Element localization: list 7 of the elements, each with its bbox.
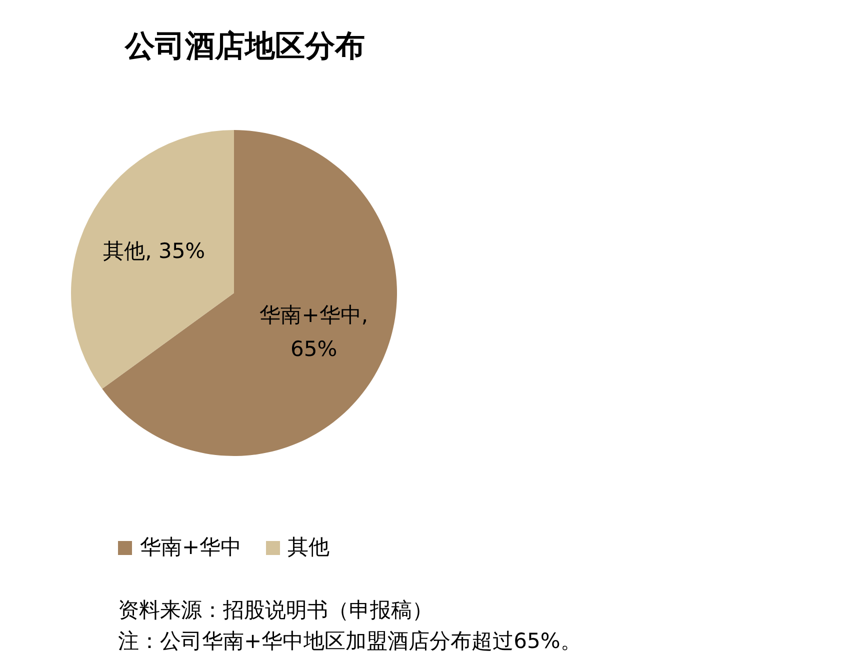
chart-title: 公司酒店地区分布 <box>125 28 365 66</box>
data-label: 其他, 35% <box>103 238 206 263</box>
legend-label: 其他 <box>286 534 330 561</box>
data-label: 华南+华中, 65% <box>260 303 368 362</box>
text: 注：公司华南+华中地区加盟酒店分布超过65%。 <box>118 628 582 655</box>
text: 资料来源：招股说明书（申报稿） <box>118 597 434 624</box>
legend-label: 华南+华中 <box>139 534 242 561</box>
